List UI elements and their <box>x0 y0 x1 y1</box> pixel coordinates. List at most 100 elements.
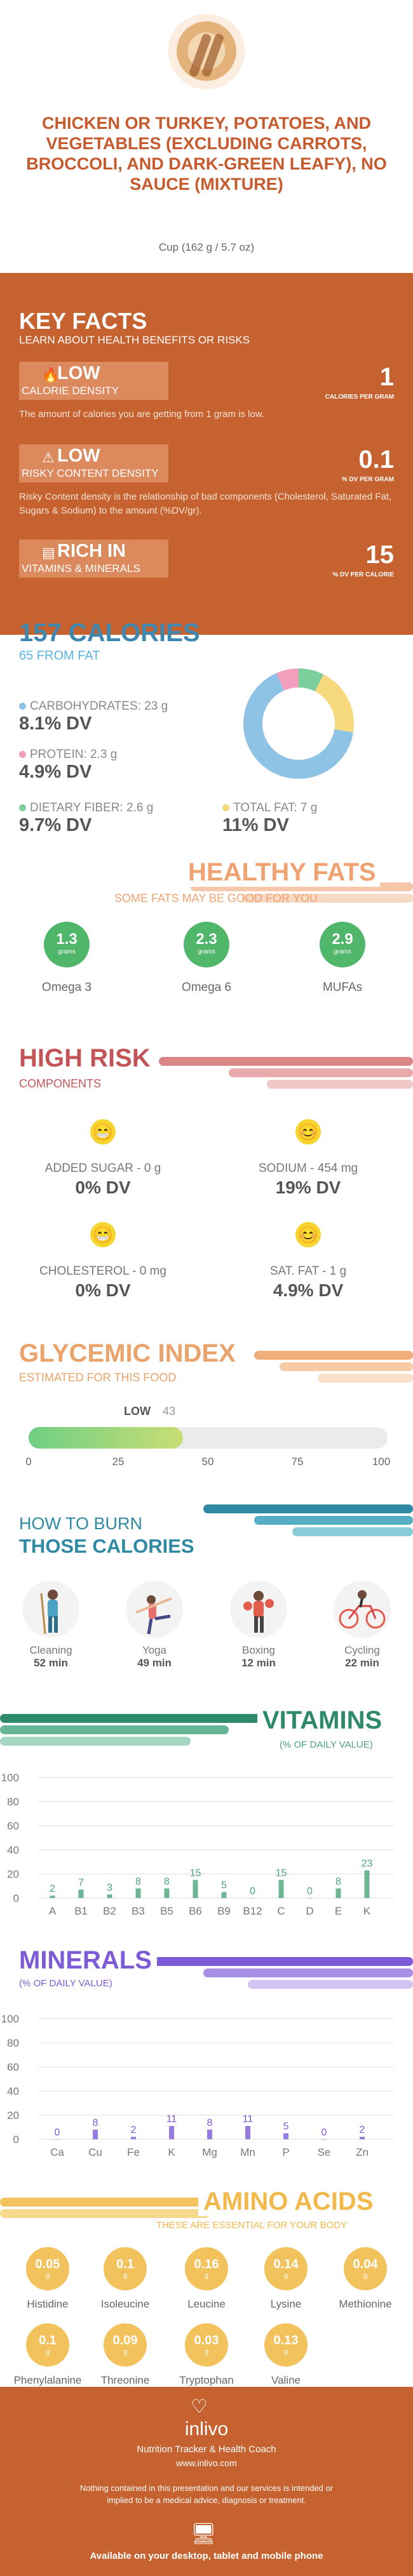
vitamin-icon: ▤ <box>42 545 55 561</box>
x-tick-Mg: Mg <box>202 2146 217 2158</box>
vitamins-subtitle: (% OF DAILY VALUE) <box>280 1739 373 1750</box>
minerals-subtitle: (% OF DAILY VALUE) <box>19 1978 112 1989</box>
bar-value-K: 11 <box>166 2114 177 2125</box>
amino-methionine: 0.04 g Methionine <box>327 2247 403 2311</box>
glycemic-fill <box>29 1427 183 1449</box>
warning-icon: ⚠ <box>42 449 55 465</box>
bar-B6 <box>193 1880 198 1898</box>
serving-size: Cup (162 g / 5.7 oz) <box>158 241 255 253</box>
footer: ♡ inlivo Nutrition Tracker & Health Coac… <box>0 2387 413 2576</box>
bar-value-Ca: 0 <box>55 2127 60 2138</box>
devices-icon: 🖥 <box>191 2522 217 2545</box>
bar-value-Mg: 8 <box>207 2118 213 2128</box>
key-fact-unit: % DV PER CALORIE <box>332 571 394 578</box>
gi-tick: 100 <box>372 1456 391 1468</box>
amino-valine: 0.13 g Valine <box>248 2323 324 2387</box>
high-risk-title: HIGH RISK <box>19 1044 156 1073</box>
donut-slice-protein <box>276 668 299 691</box>
y-tick-label: 80 <box>7 1796 19 1808</box>
bar-P <box>283 2133 288 2139</box>
brand-url[interactable]: www.inlivo.com <box>176 2458 237 2468</box>
decor-bar <box>159 1057 413 1066</box>
fiber-dot <box>19 804 26 811</box>
grin-icon: 😁 <box>90 1222 116 1247</box>
y-tick-label: 20 <box>7 1868 19 1880</box>
donut-slice-carbohydrates <box>243 673 353 779</box>
y-tick-label: 0 <box>13 2134 19 2146</box>
gi-tick: 25 <box>112 1456 125 1468</box>
decor-bar <box>280 1362 413 1371</box>
vitamins-bar-chart: 0204060801002A7B13B28B38B515B65B90B1215C… <box>1 1772 394 1917</box>
risk-value-added-sugar: 0% DV <box>75 1178 131 1197</box>
bar-K <box>169 2126 174 2139</box>
amino-histidine: 0.05 g Histidine <box>10 2247 86 2311</box>
x-tick-K: K <box>363 1905 371 1917</box>
x-tick-Cu: Cu <box>88 2146 102 2158</box>
amino-tryptophan: 0.03 g Tryptophan <box>168 2323 245 2387</box>
gi-tick: 50 <box>201 1456 214 1468</box>
bar-value-B2: 3 <box>107 1882 112 1893</box>
amino-isoleucine: 0.1 g Isoleucine <box>87 2247 163 2311</box>
x-tick-B3: B3 <box>132 1905 145 1917</box>
bar-Mg <box>207 2129 212 2139</box>
burn-title-2: THOSE CALORIES <box>19 1535 200 1558</box>
heart-logo-icon: ♡ <box>191 2396 208 2417</box>
x-tick-Mn: Mn <box>240 2146 255 2158</box>
food-title: Chicken or turkey, potatoes, and vegetab… <box>26 114 387 194</box>
activity-boxing: Boxing 12 min <box>224 1581 294 1670</box>
bar-A <box>50 1895 55 1898</box>
calories-subtitle: 65 FROM FAT <box>19 649 100 663</box>
bar-K <box>364 1870 370 1898</box>
bar-value-B12: 0 <box>250 1886 255 1897</box>
flame-icon: 🔥 <box>42 367 60 383</box>
decor-bar <box>0 2198 254 2207</box>
x-tick-B6: B6 <box>189 1905 202 1917</box>
decor-bar <box>267 1080 413 1089</box>
bar-Cu <box>93 2129 98 2139</box>
high-risk-subtitle: COMPONENTS <box>19 1077 102 1090</box>
x-tick-B5: B5 <box>160 1905 173 1917</box>
glycemic-track <box>29 1427 388 1449</box>
activity-yoga: Yoga 49 min <box>119 1581 189 1670</box>
x-tick-B1: B1 <box>74 1905 88 1917</box>
bar-C <box>278 1880 284 1898</box>
amino-lysine: 0.14 g Lysine <box>248 2247 324 2311</box>
decor-bar <box>203 1504 413 1513</box>
glycemic-title: GLYCEMIC INDEX <box>19 1339 241 1368</box>
cleaning-icon <box>22 1581 79 1638</box>
y-tick-label: 40 <box>7 1844 19 1856</box>
bar-value-E: 8 <box>335 1876 341 1887</box>
key-facts-section: KEY FACTS LEARN ABOUT HEALTH BENEFITS OR… <box>0 273 413 635</box>
key-fact-unit: CALORIES PER GRAM <box>325 394 394 401</box>
bar-value-B5: 8 <box>164 1876 170 1887</box>
bar-B12 <box>250 1898 255 1899</box>
decor-bar <box>203 1969 413 1977</box>
availability-note: Available on your desktop, tablet and mo… <box>90 2551 323 2561</box>
x-tick-B9: B9 <box>217 1905 231 1917</box>
bar-value-Se: 0 <box>322 2127 327 2138</box>
key-facts-title: KEY FACTS <box>19 308 147 334</box>
bar-value-Zn: 2 <box>360 2125 365 2135</box>
minerals-title: MINERALS <box>19 1946 157 1975</box>
key-fact-desc: The amount of calories you are getting f… <box>19 409 265 420</box>
donut-slice-fat <box>315 674 354 733</box>
protein-dot <box>19 751 26 758</box>
bar-E <box>335 1888 341 1898</box>
x-tick-C: C <box>277 1905 285 1917</box>
decor-bar <box>0 1737 191 1746</box>
y-tick-label: 60 <box>7 2061 19 2073</box>
healthy-fats-title: HEALTHY FATS <box>184 858 380 887</box>
amino-phenylalanine: 0.1 g Phenylalanine <box>10 2323 86 2387</box>
glycemic-subtitle: ESTIMATED FOR THIS FOOD <box>19 1371 177 1384</box>
decor-bar <box>0 1725 229 1734</box>
brand-tagline: Nutrition Tracker & Health Coach <box>137 2444 276 2455</box>
disclaimer: Nothing contained in this presentation a… <box>79 2483 334 2505</box>
bar-Se <box>322 2139 327 2140</box>
bar-Fe <box>131 2137 136 2139</box>
macro-fat: TOTAL FAT: 7 g 11% DV <box>222 801 318 835</box>
risk-label-added-sugar: ADDED SUGAR - 0 g <box>44 1162 161 1175</box>
activity-cleaning: Cleaning 52 min <box>16 1581 86 1670</box>
omega3-label: Omega 3 <box>41 981 92 994</box>
x-tick-B12: B12 <box>243 1905 262 1917</box>
macro-donut-chart <box>243 668 354 779</box>
